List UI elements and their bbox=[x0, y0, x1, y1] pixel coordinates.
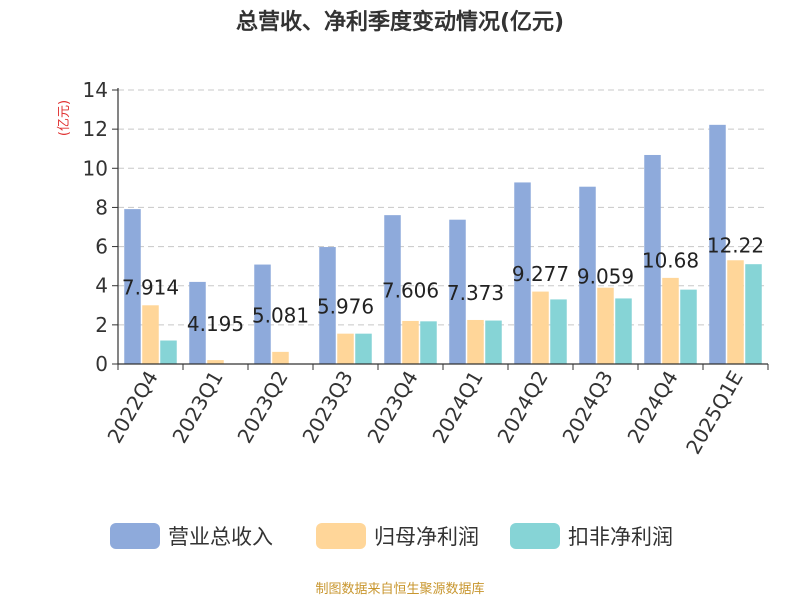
bar-net-profit bbox=[207, 360, 224, 364]
legend-swatch bbox=[110, 523, 160, 549]
legend-item[interactable]: 营业总收入 bbox=[110, 523, 273, 549]
legend-label: 归母净利润 bbox=[374, 525, 479, 549]
y-tick-label: 2 bbox=[95, 313, 108, 337]
bar-deducted-profit bbox=[485, 320, 502, 364]
bar-deducted-profit bbox=[355, 333, 372, 364]
bar-net-profit bbox=[727, 260, 744, 364]
x-tick-label: 2022Q4 bbox=[102, 367, 162, 448]
legend-item[interactable]: 归母净利润 bbox=[316, 523, 479, 549]
x-tick-label: 2024Q1 bbox=[427, 367, 487, 448]
legend-swatch bbox=[510, 523, 560, 549]
bar-deducted-profit bbox=[420, 321, 437, 364]
bar-revenue bbox=[189, 281, 206, 364]
bar-deducted-profit bbox=[615, 298, 632, 364]
bar-revenue bbox=[124, 209, 141, 364]
y-tick-label: 0 bbox=[95, 352, 108, 376]
data-label: 4.195 bbox=[187, 312, 244, 336]
data-labels: 7.914 4.195 5.081 5.976 7.606 7.373 9.277 9.059… bbox=[122, 233, 764, 336]
bar-deducted-profit bbox=[680, 289, 697, 364]
source-note: 制图数据来自恒生聚源数据库 bbox=[315, 582, 485, 597]
y-tick-label: 8 bbox=[95, 195, 108, 219]
chart-title: 总营收、净利季度变动情况(亿元) bbox=[235, 10, 565, 35]
bar-revenue bbox=[644, 154, 661, 364]
bar-marks bbox=[124, 124, 762, 364]
data-label: 9.059 bbox=[577, 264, 634, 288]
bar-deducted-profit bbox=[745, 264, 762, 364]
y-axis-label: (亿元) bbox=[57, 100, 72, 136]
bar-revenue bbox=[449, 219, 466, 364]
bar-revenue bbox=[579, 186, 596, 364]
data-label: 5.081 bbox=[252, 303, 309, 327]
bar-deducted-profit bbox=[550, 299, 567, 364]
data-label: 10.68 bbox=[642, 248, 699, 272]
bar-revenue bbox=[514, 182, 531, 364]
y-tick-label: 14 bbox=[83, 78, 108, 102]
data-label: 7.606 bbox=[382, 279, 439, 303]
bar-net-profit bbox=[272, 351, 289, 364]
x-tick-label: 2023Q1 bbox=[167, 367, 227, 448]
legend[interactable]: 营业总收入 归母净利润 扣非净利润 bbox=[110, 523, 673, 549]
bar-net-profit bbox=[532, 291, 549, 364]
data-label: 7.914 bbox=[122, 276, 179, 300]
legend-label: 营业总收入 bbox=[168, 525, 273, 549]
legend-item[interactable]: 扣非净利润 bbox=[510, 523, 673, 549]
legend-label: 扣非净利润 bbox=[568, 525, 673, 549]
data-label: 7.373 bbox=[447, 281, 504, 305]
x-tick-label: 2025Q1E bbox=[681, 367, 748, 459]
x-tick-label: 2023Q2 bbox=[232, 367, 292, 448]
x-tick-label: 2023Q3 bbox=[297, 367, 357, 448]
bar-net-profit bbox=[402, 320, 419, 364]
bar-net-profit bbox=[597, 287, 614, 364]
y-tick-label: 10 bbox=[83, 156, 108, 180]
x-tick-label: 2024Q2 bbox=[492, 367, 552, 448]
bar-deducted-profit bbox=[160, 340, 177, 364]
bar-net-profit bbox=[467, 319, 484, 364]
bar-net-profit bbox=[142, 305, 159, 364]
bar-revenue bbox=[254, 264, 271, 364]
x-tick-label: 2024Q4 bbox=[622, 367, 682, 448]
bar-revenue bbox=[384, 215, 401, 364]
x-tick-label: 2024Q3 bbox=[557, 367, 617, 448]
bar-net-profit bbox=[337, 333, 354, 364]
legend-swatch bbox=[316, 523, 366, 549]
data-label: 12.22 bbox=[707, 233, 764, 257]
y-tick-label: 6 bbox=[95, 235, 108, 259]
bar-revenue bbox=[319, 247, 336, 364]
y-tick-label: 12 bbox=[83, 117, 108, 141]
data-label: 9.277 bbox=[512, 262, 569, 286]
y-tick-label: 4 bbox=[95, 274, 108, 298]
bar-net-profit bbox=[662, 277, 679, 364]
bar-revenue bbox=[709, 124, 726, 364]
data-label: 5.976 bbox=[317, 295, 374, 319]
x-tick-label: 2023Q4 bbox=[362, 367, 422, 448]
